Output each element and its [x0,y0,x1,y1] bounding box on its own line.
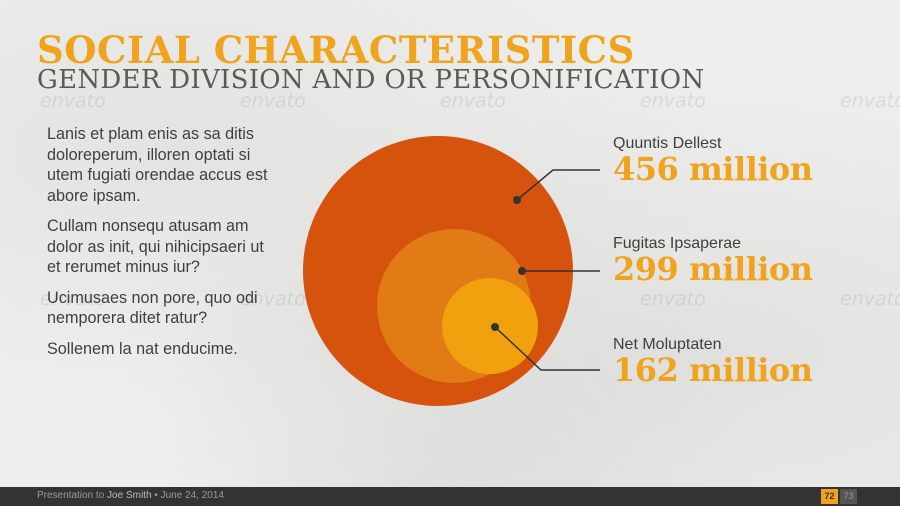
paragraph-4: Sollenem la nat enducime. [47,339,238,358]
paragraph-2: Cullam nonsequ atusam am dolor as init, … [47,217,264,276]
footer-prefix: Presentation to [37,490,108,501]
page-subtitle: GENDER DIVISION AND OR PERSONIFICATION [37,65,705,95]
series-label-3: Net Moluptaten [613,336,722,353]
footer-bar: Presentation to Joe Smith • June 24, 201… [0,487,900,506]
leader-dot-3 [491,323,499,331]
leader-dot-1 [513,196,521,204]
series-value-1: 456 million [613,150,813,188]
footer-date: • June 24, 2014 [151,490,224,501]
page-title: SOCIAL CHARACTERISTICS [37,28,635,72]
circle-inner [442,278,538,374]
footer-text: Presentation to Joe Smith • June 24, 201… [37,490,224,501]
footer-presenter: Joe Smith [107,490,152,501]
series-label-2: Fugitas Ipsaperae [613,235,742,252]
leader-dot-2 [518,267,526,275]
paragraph-3: Ucimusaes non pore, quo odi nemporera di… [47,288,258,328]
paragraph-1: Lanis et plam enis as sa ditis doloreper… [47,125,268,205]
series-value-3: 162 million [613,351,813,389]
page-number: 72 [821,489,838,504]
next-page-number[interactable]: 73 [840,489,857,504]
series-label-1: Quuntis Dellest [613,135,722,152]
body-text: Lanis et plam enis as sa ditis doloreper… [47,124,279,369]
leader-line-3 [494,326,600,371]
series-value-2: 299 million [613,250,813,288]
leader-line-1 [516,169,600,201]
